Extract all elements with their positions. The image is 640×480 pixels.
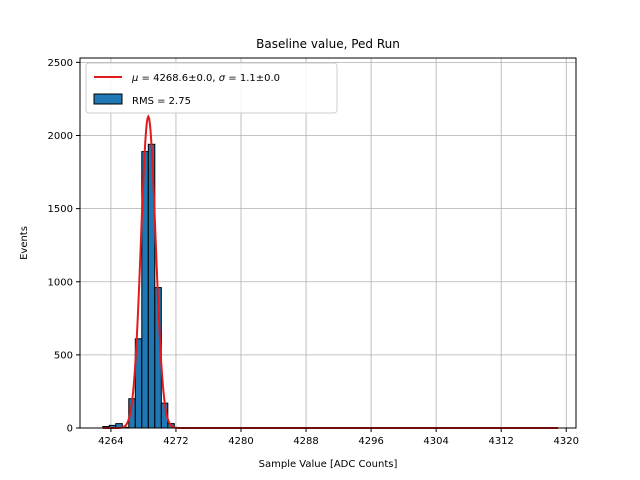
plot-area <box>80 58 576 428</box>
y-tick-label: 500 <box>54 350 73 361</box>
x-tick-label: 4264 <box>98 436 123 447</box>
x-tick-label: 4312 <box>488 436 513 447</box>
y-tick-label: 2000 <box>48 131 73 142</box>
y-tick-label: 1000 <box>48 277 73 288</box>
grid <box>80 58 576 429</box>
legend-histogram-swatch <box>93 93 123 105</box>
legend-fit-label: μ = 4268.6±0.0, σ = 1.1±0.0 <box>131 73 280 84</box>
x-tick-label: 4296 <box>358 436 383 447</box>
x-tick-label: 4288 <box>293 436 318 447</box>
legend-box <box>85 62 338 114</box>
x-tick-label: 4304 <box>423 436 448 447</box>
histogram-bars <box>102 143 175 429</box>
legend-histogram-label: RMS = 2.75 <box>132 96 191 107</box>
y-tick-label: 2500 <box>48 58 73 69</box>
x-tick-label: 4320 <box>554 436 579 447</box>
chart-title: Baseline value, Ped Run <box>256 37 400 51</box>
x-axis-ticks: 4264 4272 4280 4288 4296 4304 4312 4320 <box>98 428 579 447</box>
x-tick-label: 4272 <box>163 436 188 447</box>
x-axis-label: Sample Value [ADC Counts] <box>259 459 398 470</box>
legend: μ = 4268.6±0.0, σ = 1.1±0.0 RMS = 2.75 <box>85 62 338 114</box>
y-axis-ticks: 0 500 1000 1500 2000 2500 <box>48 58 80 435</box>
y-tick-label: 0 <box>67 424 73 435</box>
y-axis-label: Events <box>19 226 30 260</box>
y-tick-label: 1500 <box>48 204 73 215</box>
x-tick-label: 4280 <box>228 436 253 447</box>
plot-frame <box>79 57 577 429</box>
